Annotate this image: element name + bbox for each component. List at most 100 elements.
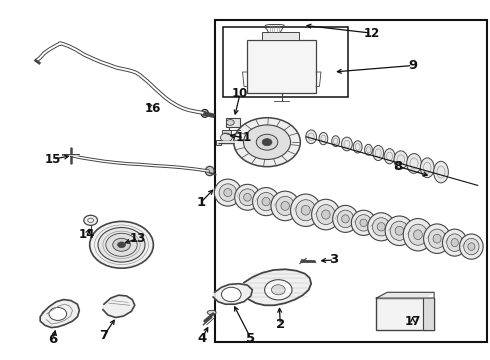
Ellipse shape bbox=[332, 136, 340, 147]
Polygon shape bbox=[244, 269, 311, 305]
Circle shape bbox=[106, 233, 137, 256]
Ellipse shape bbox=[321, 210, 330, 219]
Ellipse shape bbox=[271, 191, 299, 221]
Ellipse shape bbox=[207, 310, 216, 315]
Ellipse shape bbox=[408, 224, 427, 245]
Ellipse shape bbox=[235, 184, 260, 210]
Circle shape bbox=[262, 139, 272, 146]
Text: 17: 17 bbox=[404, 315, 421, 328]
Ellipse shape bbox=[433, 234, 441, 243]
Polygon shape bbox=[423, 298, 434, 330]
Ellipse shape bbox=[351, 210, 376, 235]
Text: 11: 11 bbox=[236, 131, 252, 144]
Ellipse shape bbox=[403, 219, 433, 251]
Ellipse shape bbox=[414, 230, 422, 240]
Circle shape bbox=[118, 242, 125, 248]
Circle shape bbox=[113, 238, 130, 251]
Bar bbox=[226, 118, 240, 127]
Ellipse shape bbox=[460, 234, 483, 259]
Ellipse shape bbox=[319, 132, 328, 145]
Bar bbox=[223, 27, 348, 97]
Ellipse shape bbox=[377, 222, 385, 231]
Ellipse shape bbox=[442, 229, 467, 256]
Circle shape bbox=[98, 228, 145, 262]
Polygon shape bbox=[103, 295, 135, 318]
Polygon shape bbox=[213, 284, 252, 304]
Text: 12: 12 bbox=[363, 27, 380, 40]
Ellipse shape bbox=[291, 194, 321, 226]
Ellipse shape bbox=[306, 130, 317, 144]
Ellipse shape bbox=[407, 153, 421, 174]
Text: 8: 8 bbox=[393, 160, 402, 173]
Text: 10: 10 bbox=[232, 87, 248, 100]
Ellipse shape bbox=[434, 161, 448, 183]
Circle shape bbox=[84, 215, 98, 225]
Ellipse shape bbox=[342, 215, 349, 223]
Ellipse shape bbox=[301, 205, 310, 215]
Ellipse shape bbox=[312, 199, 340, 230]
Ellipse shape bbox=[368, 213, 395, 241]
Ellipse shape bbox=[464, 238, 479, 255]
Ellipse shape bbox=[385, 216, 414, 246]
Text: 1: 1 bbox=[196, 196, 205, 209]
Circle shape bbox=[49, 307, 67, 320]
Polygon shape bbox=[40, 300, 79, 328]
Ellipse shape bbox=[219, 184, 237, 201]
Ellipse shape bbox=[281, 202, 290, 210]
Ellipse shape bbox=[384, 149, 395, 164]
Ellipse shape bbox=[373, 145, 384, 161]
Text: 7: 7 bbox=[99, 329, 108, 342]
Ellipse shape bbox=[224, 189, 232, 197]
Ellipse shape bbox=[420, 158, 434, 177]
Ellipse shape bbox=[215, 179, 242, 206]
Circle shape bbox=[220, 133, 232, 142]
Ellipse shape bbox=[356, 215, 371, 231]
Circle shape bbox=[256, 134, 278, 150]
Circle shape bbox=[90, 221, 153, 268]
Ellipse shape bbox=[423, 224, 451, 253]
Bar bbox=[376, 298, 434, 330]
Circle shape bbox=[244, 125, 291, 159]
Ellipse shape bbox=[394, 151, 408, 169]
Ellipse shape bbox=[395, 226, 404, 235]
Text: 6: 6 bbox=[49, 333, 57, 346]
Ellipse shape bbox=[239, 189, 256, 206]
Text: 9: 9 bbox=[408, 59, 417, 72]
Ellipse shape bbox=[205, 166, 214, 176]
Text: 4: 4 bbox=[197, 332, 206, 345]
Circle shape bbox=[226, 120, 234, 125]
Ellipse shape bbox=[365, 144, 372, 155]
Ellipse shape bbox=[333, 205, 358, 233]
Ellipse shape bbox=[244, 193, 251, 201]
Bar bbox=[247, 40, 316, 93]
Ellipse shape bbox=[257, 193, 275, 211]
Ellipse shape bbox=[468, 243, 475, 251]
Ellipse shape bbox=[390, 221, 409, 240]
Bar bbox=[216, 140, 220, 145]
Ellipse shape bbox=[201, 109, 209, 117]
Bar bbox=[262, 32, 299, 40]
Ellipse shape bbox=[262, 197, 270, 206]
Bar bbox=[222, 130, 231, 135]
Bar bbox=[215, 20, 487, 342]
Ellipse shape bbox=[317, 204, 335, 225]
Ellipse shape bbox=[296, 200, 316, 221]
Text: 14: 14 bbox=[79, 228, 96, 241]
Circle shape bbox=[234, 118, 300, 167]
Text: 13: 13 bbox=[130, 232, 147, 245]
Text: 16: 16 bbox=[145, 102, 161, 115]
Ellipse shape bbox=[360, 219, 368, 227]
Ellipse shape bbox=[428, 229, 446, 248]
Ellipse shape bbox=[276, 196, 294, 216]
Text: 3: 3 bbox=[330, 253, 339, 266]
Text: 5: 5 bbox=[246, 332, 255, 345]
Text: 15: 15 bbox=[45, 153, 61, 166]
Circle shape bbox=[221, 287, 241, 302]
Circle shape bbox=[271, 285, 285, 295]
Ellipse shape bbox=[337, 210, 354, 228]
Ellipse shape bbox=[253, 188, 280, 216]
Ellipse shape bbox=[451, 239, 459, 247]
Ellipse shape bbox=[353, 141, 362, 153]
Text: 2: 2 bbox=[276, 318, 285, 331]
Ellipse shape bbox=[372, 218, 390, 236]
